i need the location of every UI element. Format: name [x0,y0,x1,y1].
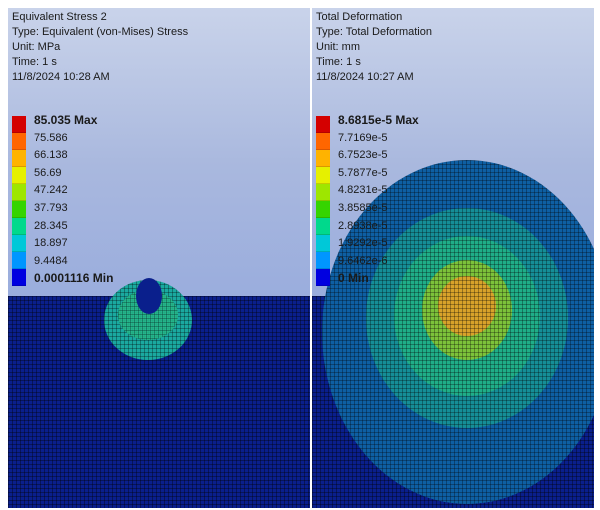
legend-value: 75.586 [34,131,68,144]
scale-band-9 [12,252,26,269]
scale-band-7 [316,218,330,235]
scale-band-7 [12,218,26,235]
legend-value: 4.8231e-5 [338,184,388,197]
scale-band-4 [12,167,26,184]
legend-min: 0.0001116 Min [34,271,114,286]
scale-band-2 [12,133,26,150]
stress-result-panel: Equivalent Stress 2 Type: Equivalent (vo… [8,8,310,508]
result-date: 11/8/2024 10:28 AM [12,71,110,83]
legend-value: 18.897 [34,237,68,250]
stress-hole [136,278,162,314]
legend-value: 1.9292e-5 [338,237,388,250]
scale-band-6 [12,201,26,218]
result-title: Total Deformation [316,11,403,23]
scale-band-3 [316,150,330,167]
legend-value: 28.345 [34,219,68,232]
scale-band-8 [316,235,330,252]
scale-band-2 [316,133,330,150]
color-scale-bar [316,116,330,286]
legend-value: 5.7877e-5 [338,166,388,179]
legend-value: 9.4484 [34,254,68,267]
scale-band-5 [12,184,26,201]
scale-band-6 [316,201,330,218]
result-info: Total Deformation Type: Total Deformatio… [316,10,432,85]
scale-band-10 [12,269,26,286]
scale-band-3 [12,150,26,167]
scale-band-9 [316,252,330,269]
result-type: Type: Equivalent (von-Mises) Stress [12,26,189,38]
result-title: Equivalent Stress 2 [12,11,107,23]
result-type: Type: Total Deformation [316,26,432,38]
deformation-contour-peak [438,276,496,336]
scale-band-1 [12,116,26,133]
color-scale-bar [12,116,26,286]
legend-value: 9.6462e-6 [338,254,388,267]
result-unit: Unit: MPa [12,41,61,53]
legend-value: 56.69 [34,166,62,179]
result-unit: Unit: mm [316,41,360,53]
scale-band-4 [316,167,330,184]
legend-max: 85.035 Max [34,113,98,127]
legend-min: 0 Min [338,271,369,286]
result-info: Equivalent Stress 2 Type: Equivalent (vo… [12,10,188,85]
scale-band-10 [316,269,330,286]
scale-band-8 [12,235,26,252]
scale-band-5 [316,184,330,201]
legend-value: 7.7169e-5 [338,131,388,144]
legend-labels: 8.6815e-5 Max 7.7169e-5 6.7523e-5 5.7877… [338,112,419,288]
legend-value: 66.138 [34,149,68,162]
result-time: Time: 1 s [316,56,361,68]
legend-max: 8.6815e-5 Max [338,113,419,127]
result-date: 11/8/2024 10:27 AM [316,71,414,83]
legend-value: 3.8585e-5 [338,201,388,214]
legend-labels: 85.035 Max 75.586 66.138 56.69 47.242 37… [34,112,113,288]
deformation-result-panel: Total Deformation Type: Total Deformatio… [312,8,594,508]
legend-value: 37.793 [34,201,68,214]
viewport-background [8,8,310,296]
legend-value: 47.242 [34,184,68,197]
legend-value: 2.8938e-5 [338,219,388,232]
scale-band-1 [316,116,330,133]
result-time: Time: 1 s [12,56,57,68]
legend-value: 6.7523e-5 [338,149,388,162]
